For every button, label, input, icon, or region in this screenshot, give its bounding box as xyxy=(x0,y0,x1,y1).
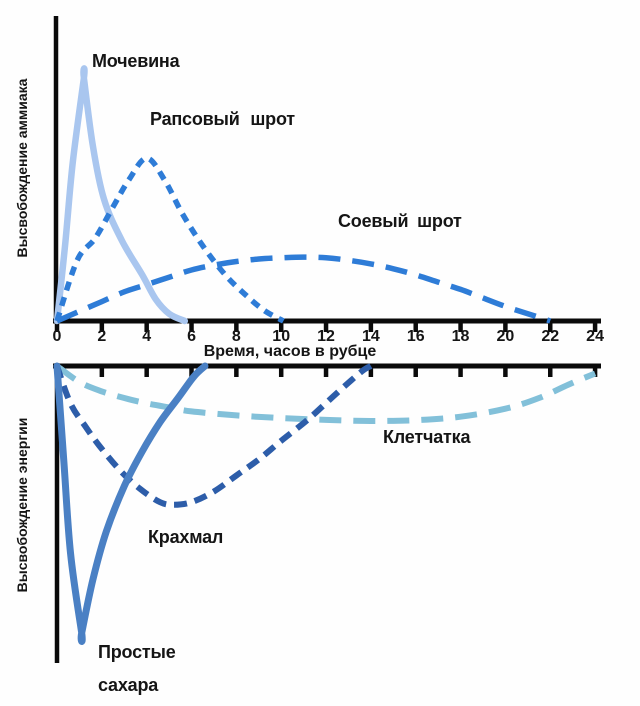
ammonia-y-axis-label: Высвобождение аммиака xyxy=(14,78,30,258)
starch-series-label: Крахмал xyxy=(148,527,224,547)
ammonia-chart-tick-label-6: 6 xyxy=(187,328,196,345)
ammonia-chart-tick-label-4: 4 xyxy=(142,328,151,345)
rapeseed-meal-curve xyxy=(54,155,285,324)
ammonia-chart-tick-label-16: 16 xyxy=(407,328,425,345)
energy-chart xyxy=(53,362,601,663)
ammonia-chart-tick-label-14: 14 xyxy=(362,328,380,345)
ammonia-chart: 0 2 4 6 8 10 12 14 16 18 20 22 24 xyxy=(53,16,604,345)
ammonia-chart-tick-label-0: 0 xyxy=(53,328,62,345)
ammonia-chart-tick-label-24: 24 xyxy=(586,328,604,345)
starch-curve xyxy=(54,363,373,508)
ammonia-chart-tick-label-18: 18 xyxy=(452,328,470,345)
ammonia-chart-tick-label-2: 2 xyxy=(97,328,106,345)
ammonia-chart-tick-label-22: 22 xyxy=(541,328,559,345)
fiber-series-label: Клетчатка xyxy=(383,427,471,447)
simple-sugars-series-label: Простые сахара xyxy=(98,642,176,695)
soybean-meal-curve xyxy=(55,254,552,324)
ammonia-chart-tick-label-10: 10 xyxy=(272,328,290,345)
urea-curve xyxy=(53,65,189,325)
ammonia-chart-tick-label-12: 12 xyxy=(317,328,335,345)
simple-sugars-curve xyxy=(53,362,209,645)
time-x-axis-label: Время, часов в рубце xyxy=(203,343,377,360)
rapeseed-meal-series-label: Рапсовый шрот xyxy=(150,109,295,129)
ammonia-chart-tick-label-8: 8 xyxy=(232,328,241,345)
soybean-meal-series-label: Соевый шрот xyxy=(338,211,462,231)
energy-y-axis-label: Высвобождение энергии xyxy=(14,417,30,593)
urea-series-label: Мочевина xyxy=(92,51,180,71)
fiber-curve xyxy=(55,363,597,425)
ammonia-chart-tick-label-20: 20 xyxy=(497,328,515,345)
